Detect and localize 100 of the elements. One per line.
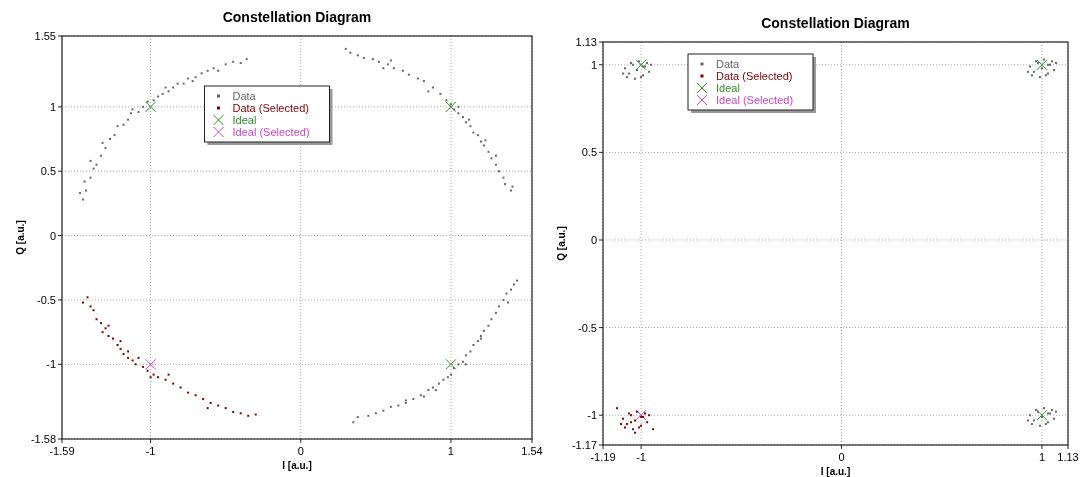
point	[164, 378, 167, 381]
x-tick-label: 1.54	[521, 445, 543, 457]
x-tick-label: 1	[447, 445, 454, 457]
point	[119, 340, 122, 343]
point	[445, 358, 457, 370]
point	[1028, 65, 1031, 68]
point	[1036, 409, 1048, 421]
point	[82, 301, 85, 304]
point	[624, 426, 627, 429]
point	[652, 428, 655, 431]
point	[634, 431, 637, 434]
point	[650, 63, 653, 66]
point	[127, 350, 130, 353]
point	[232, 410, 235, 413]
x-tick-label: 1.13	[1057, 451, 1079, 463]
legend-label: Ideal	[716, 82, 740, 94]
y-tick-label: -1.58	[30, 433, 56, 445]
point	[119, 347, 122, 350]
point	[616, 407, 619, 410]
point	[86, 296, 89, 299]
point	[622, 72, 625, 75]
point	[172, 382, 175, 385]
point	[632, 428, 635, 431]
x-tick-label: 0	[297, 445, 304, 457]
x-tick-label: -1	[636, 451, 646, 463]
point	[1050, 408, 1053, 411]
point	[95, 318, 98, 321]
x-tick-label: 0	[838, 451, 845, 463]
point	[149, 376, 152, 379]
point	[648, 70, 651, 73]
legend-label: Ideal (Selected)	[232, 126, 310, 138]
point	[209, 401, 212, 404]
x-tick-label: -1.19	[590, 451, 616, 463]
point	[239, 412, 242, 415]
y-axis-title: Q [a.u.]	[556, 226, 567, 261]
y-tick-label: -0.5	[37, 293, 56, 306]
point	[157, 376, 160, 379]
y-tick-label: -0.5	[578, 321, 597, 334]
point	[167, 373, 170, 376]
point	[100, 322, 103, 325]
point	[1054, 62, 1057, 65]
point	[1026, 70, 1029, 73]
y-tick-label: 0.5	[40, 165, 56, 178]
point	[648, 414, 651, 417]
point	[122, 353, 125, 356]
legend-label: Data	[232, 90, 257, 102]
point	[145, 358, 157, 370]
x-tick-label: 1	[1038, 451, 1046, 463]
point	[1036, 59, 1048, 71]
point	[134, 363, 137, 366]
y-tick-label: 0	[590, 234, 597, 246]
point	[636, 410, 639, 413]
point	[1030, 422, 1033, 425]
point	[1032, 419, 1035, 422]
x-tick-label: -1.59	[49, 445, 75, 457]
point	[206, 407, 209, 410]
point	[622, 417, 625, 420]
y-tick-label: -1	[46, 358, 56, 371]
point	[1054, 410, 1057, 413]
point	[137, 356, 140, 359]
point	[127, 356, 130, 359]
point	[1032, 70, 1035, 73]
point	[1038, 76, 1041, 79]
point	[634, 419, 637, 422]
point	[624, 67, 627, 70]
x-axis-title: I [a.u.]	[820, 466, 851, 477]
point	[1052, 417, 1055, 420]
point	[92, 309, 95, 312]
x-tick-label: -1	[145, 445, 156, 457]
x-axis-title: I [a.u.]	[282, 460, 312, 471]
point	[634, 77, 637, 80]
chart-title: Constellation Diagram	[222, 9, 372, 25]
point	[116, 344, 119, 347]
point	[644, 412, 647, 415]
point	[1026, 419, 1029, 422]
chart-title: Constellation Diagram	[761, 15, 910, 31]
legend-label: Data (Selected)	[716, 70, 793, 82]
point	[145, 101, 157, 113]
point	[636, 69, 639, 72]
point	[635, 409, 647, 421]
point	[620, 422, 623, 425]
y-tick-label: 1	[590, 58, 597, 71]
y-tick-label: 0.5	[581, 146, 597, 159]
point	[635, 59, 647, 71]
point	[1040, 67, 1043, 70]
point	[112, 337, 115, 340]
point	[1042, 58, 1045, 61]
point	[224, 407, 227, 410]
point	[638, 60, 641, 63]
point	[1028, 414, 1031, 417]
point	[247, 414, 250, 417]
point	[646, 421, 649, 424]
point	[187, 391, 190, 394]
point	[1038, 424, 1041, 427]
point	[104, 327, 107, 330]
point	[194, 394, 197, 397]
point	[146, 369, 149, 372]
point	[107, 324, 110, 327]
point	[101, 331, 104, 334]
legend-label: Ideal (Selected)	[716, 94, 794, 106]
